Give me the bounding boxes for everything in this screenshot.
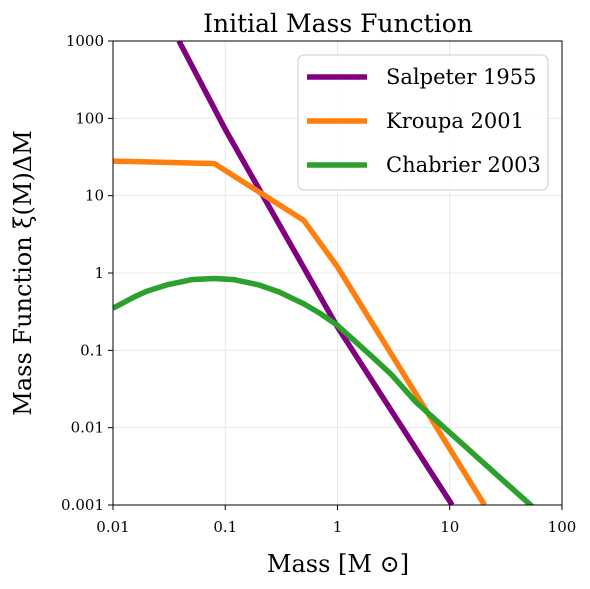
series-line-0 <box>176 41 455 505</box>
y-axis-title: Mass Function ξ(M)ΔM <box>9 130 37 415</box>
x-axis-title: Mass [M ⊙] <box>267 550 409 578</box>
y-tick-label: 1000 <box>66 32 104 50</box>
legend-label-0: Salpeter 1955 <box>386 65 537 89</box>
y-tick-label: 0.001 <box>61 496 104 514</box>
y-tick-label: 10 <box>85 187 104 205</box>
series-layer <box>113 41 535 505</box>
x-tick-label: 1 <box>333 518 343 536</box>
legend-label-2: Chabrier 2003 <box>386 153 541 177</box>
axis-ticks: 0.01 0.1 1 10 100 0.001 0.01 0.1 1 10 100 1000 <box>61 32 576 536</box>
y-tick-label: 0.01 <box>71 419 104 437</box>
y-tick-label: 100 <box>75 109 104 127</box>
y-tick-label: 1 <box>94 264 104 282</box>
legend-label-1: Kroupa 2001 <box>386 109 524 133</box>
x-tick-label: 100 <box>548 518 577 536</box>
x-tick-label: 0.01 <box>96 518 129 536</box>
legend: Salpeter 1955 Kroupa 2001 Chabrier 2003 <box>297 54 549 191</box>
series-line-1 <box>113 158 487 505</box>
series-line-2 <box>113 275 535 505</box>
x-tick-label: 0.1 <box>213 518 237 536</box>
x-tick-label: 10 <box>440 518 459 536</box>
legend-box <box>297 54 549 191</box>
y-tick-label: 0.1 <box>80 341 104 359</box>
chart-title: Initial Mass Function <box>203 9 473 38</box>
